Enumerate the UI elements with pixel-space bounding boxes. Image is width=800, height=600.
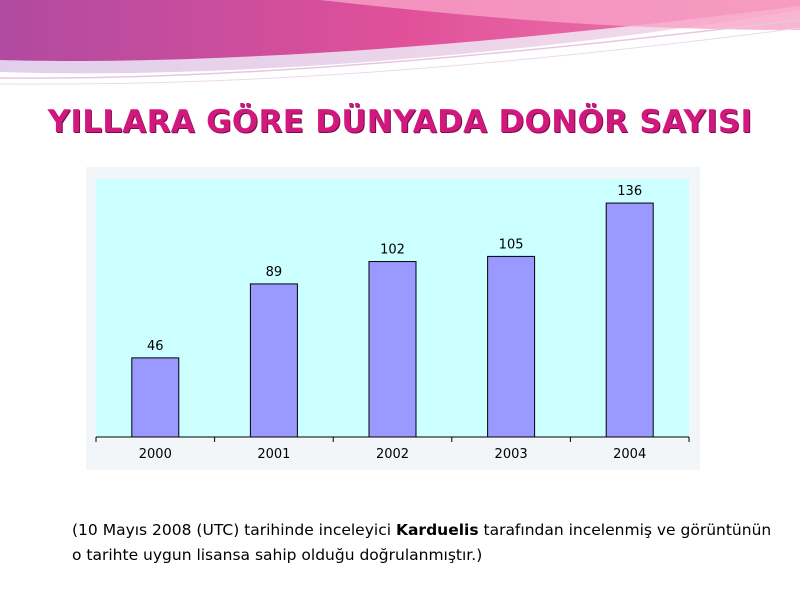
bar-2003 xyxy=(487,255,536,438)
chart-svg: 46 89 102 105 136 2000 2001 2002 2003 2004 xyxy=(95,179,690,462)
bar-2004 xyxy=(605,202,654,438)
image-caption: (10 Mayıs 2008 (UTC) tarihinde inceleyic… xyxy=(72,518,772,568)
data-label-2004: 136 xyxy=(617,184,642,199)
slide-title: YILLARA GÖRE DÜNYADA DONÖR SAYISI xyxy=(47,104,753,140)
data-label-2002: 102 xyxy=(380,243,405,258)
x-tick-label-2004: 2004 xyxy=(613,447,646,462)
caption-text-start: (10 Mayıs 2008 (UTC) tarihinde inceleyic… xyxy=(72,521,396,539)
donor-bar-chart: 46 89 102 105 136 2000 2001 2002 2003 2004 xyxy=(86,167,700,470)
x-tick-label-2002: 2002 xyxy=(376,447,409,462)
x-tick-label-2001: 2001 xyxy=(257,447,290,462)
bar-2001 xyxy=(249,283,298,438)
data-label-2003: 105 xyxy=(499,237,524,252)
header-wave-decoration xyxy=(0,0,800,85)
caption-text-end: tarafından incelenmiş ve görüntünün o ta… xyxy=(72,521,772,564)
bar-2002 xyxy=(368,261,417,438)
bar-2000 xyxy=(131,357,180,438)
reviewer-name: Karduelis xyxy=(395,521,479,539)
data-label-2001: 89 xyxy=(266,265,283,280)
data-label-2000: 46 xyxy=(147,339,164,354)
x-tick-label-2003: 2003 xyxy=(495,447,528,462)
x-tick-label-2000: 2000 xyxy=(139,447,172,462)
